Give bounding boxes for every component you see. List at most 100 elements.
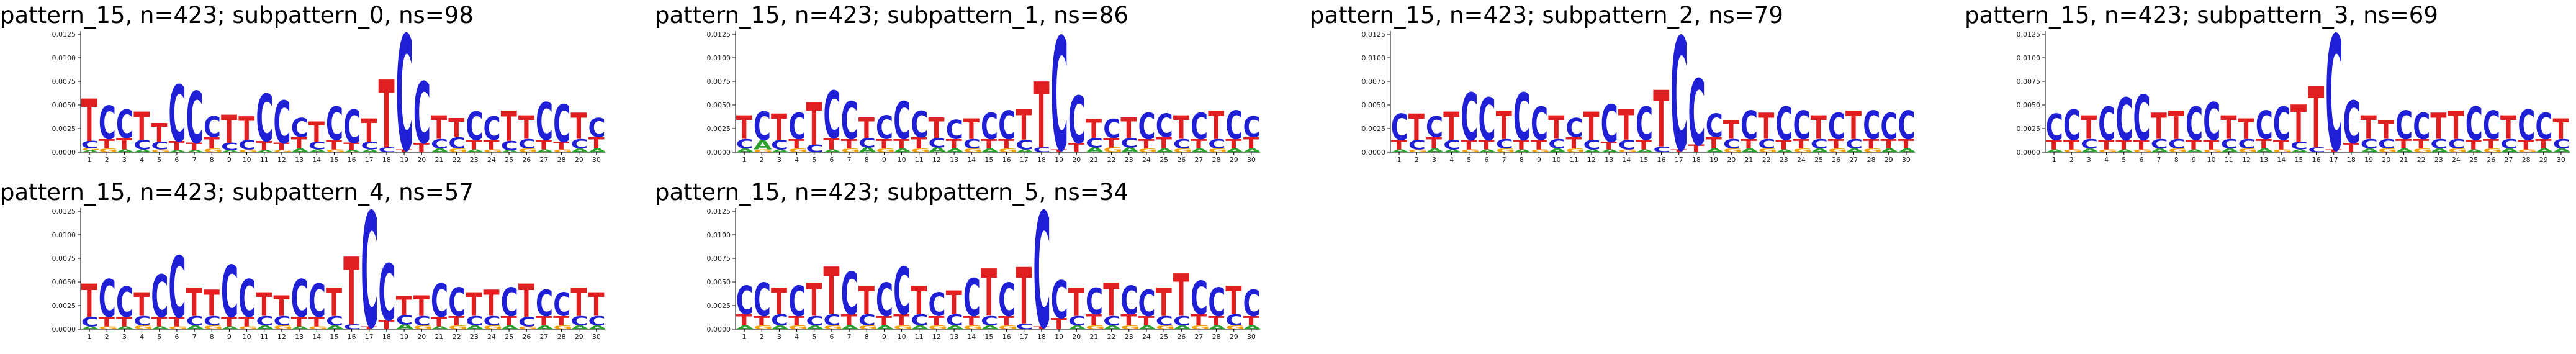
logo-letter-a: A bbox=[1601, 149, 1620, 153]
logo-letter-c: C bbox=[99, 97, 116, 150]
y-tick-label: 0.0000 bbox=[2017, 148, 2041, 157]
svg-text:C: C bbox=[169, 240, 186, 337]
svg-text:A: A bbox=[133, 149, 153, 153]
svg-text:C: C bbox=[221, 141, 238, 153]
svg-text:C: C bbox=[2273, 98, 2290, 151]
svg-text:G: G bbox=[151, 149, 170, 153]
logo-letter-c: C bbox=[2483, 104, 2500, 148]
svg-text:C: C bbox=[518, 137, 536, 152]
logo-letter-c: C bbox=[238, 270, 256, 329]
x-tick-label: 7 bbox=[847, 156, 852, 164]
logo-letter-c: C bbox=[221, 252, 238, 335]
logo-letter-g: G bbox=[204, 324, 223, 330]
logo-letter-a: A bbox=[1811, 147, 1829, 153]
logo-letter-a: A bbox=[151, 326, 170, 330]
svg-text:A: A bbox=[291, 326, 310, 330]
logo-letter-t: T bbox=[99, 314, 115, 329]
logo-letter-g: G bbox=[1191, 324, 1210, 330]
logo-letter-c: C bbox=[998, 104, 1016, 148]
logo-letter-t: T bbox=[1741, 137, 1757, 152]
logo-letter-t: T bbox=[1086, 311, 1102, 329]
logo-letter-a: A bbox=[1583, 149, 1603, 153]
logo-letter-t: T bbox=[2518, 137, 2534, 152]
y-tick-label: 0.0050 bbox=[2017, 101, 2041, 109]
svg-text:A: A bbox=[981, 147, 999, 153]
logo-letter-c: C bbox=[81, 139, 99, 151]
x-tick-label: 28 bbox=[1212, 333, 1221, 341]
logo-letter-c: C bbox=[274, 89, 291, 157]
svg-text:T: T bbox=[1723, 116, 1740, 145]
svg-text:C: C bbox=[2046, 106, 2063, 149]
logo-letter-t: T bbox=[1636, 137, 1652, 152]
svg-text:A: A bbox=[1243, 147, 1262, 153]
logo-letter-t: T bbox=[1173, 262, 1189, 330]
svg-text:A: A bbox=[893, 147, 912, 153]
logo-letter-t: T bbox=[326, 281, 343, 325]
svg-text:C: C bbox=[2535, 105, 2552, 148]
logo-letter-c: C bbox=[1156, 314, 1173, 329]
x-tick-label: 22 bbox=[453, 156, 461, 164]
logo-letter-c: C bbox=[518, 137, 536, 152]
svg-text:T: T bbox=[2483, 137, 2499, 152]
svg-text:T: T bbox=[841, 137, 857, 152]
logo-letter-c: C bbox=[929, 286, 946, 324]
logo-letter-c: C bbox=[911, 311, 928, 329]
x-tick-label: 8 bbox=[210, 156, 214, 164]
logo-letter-c: C bbox=[116, 279, 133, 327]
x-tick-label: 9 bbox=[227, 156, 232, 164]
svg-text:T: T bbox=[1548, 109, 1564, 147]
logo-letter-c: C bbox=[2361, 137, 2378, 152]
logo-letter-a: A bbox=[1898, 147, 1917, 153]
logo-letter-c: C bbox=[256, 81, 273, 157]
svg-text:A: A bbox=[2466, 149, 2485, 153]
svg-text:T: T bbox=[2553, 112, 2569, 145]
svg-text:C: C bbox=[858, 135, 876, 150]
logo-letter-a: A bbox=[308, 149, 328, 153]
svg-text:A: A bbox=[1391, 149, 1410, 153]
svg-text:T: T bbox=[2430, 105, 2446, 148]
x-tick-label: 21 bbox=[435, 156, 443, 164]
svg-text:T: T bbox=[1225, 279, 1242, 324]
svg-text:A: A bbox=[396, 323, 415, 330]
logo-letter-t: T bbox=[876, 314, 892, 329]
svg-text:T: T bbox=[1618, 102, 1634, 150]
logo-letter-t: T bbox=[204, 282, 220, 325]
logo-chart-svg: pattern_15, n=423; subpattern_0, ns=980.… bbox=[0, 2, 607, 177]
logo-chart-svg: pattern_15, n=423; subpattern_3, ns=690.… bbox=[1965, 2, 2572, 177]
x-tick-label: 7 bbox=[2157, 156, 2161, 164]
logo-letter-c: C bbox=[1173, 314, 1191, 329]
logo-letter-c: C bbox=[1513, 81, 1531, 156]
logo-letter-c: C bbox=[1461, 81, 1478, 156]
logo-letter-a: A bbox=[1173, 324, 1192, 330]
logo-letter-c: C bbox=[308, 275, 326, 328]
svg-text:T: T bbox=[2186, 137, 2202, 152]
logo-letter-c: C bbox=[771, 311, 788, 329]
logo-letter-g: G bbox=[911, 147, 930, 153]
svg-text:C: C bbox=[1741, 104, 1758, 148]
logo-letter-t: T bbox=[1531, 137, 1547, 152]
logo-letter-c: C bbox=[841, 92, 858, 152]
x-tick-label: 14 bbox=[967, 333, 976, 341]
svg-text:A: A bbox=[806, 324, 824, 330]
logo-letter-a: A bbox=[2361, 147, 2379, 153]
logo-letter-t: T bbox=[518, 275, 534, 328]
svg-text:T: T bbox=[1758, 105, 1774, 148]
svg-text:T: T bbox=[570, 105, 587, 148]
x-tick-label: 15 bbox=[330, 333, 338, 341]
svg-text:A: A bbox=[2151, 147, 2169, 153]
svg-text:C: C bbox=[133, 314, 151, 329]
svg-text:T: T bbox=[308, 314, 325, 329]
logo-letter-a: A bbox=[2081, 147, 2099, 153]
svg-text:C: C bbox=[2115, 86, 2133, 154]
logo-letter-t: T bbox=[501, 102, 517, 150]
logo-letter-c: C bbox=[1391, 106, 1408, 149]
svg-text:T: T bbox=[448, 114, 465, 143]
logo-letter-g: G bbox=[2133, 149, 2153, 153]
svg-text:A: A bbox=[501, 150, 520, 153]
svg-text:C: C bbox=[788, 278, 806, 325]
svg-text:T: T bbox=[588, 286, 605, 324]
logo-letter-t: T bbox=[448, 114, 465, 143]
svg-text:C: C bbox=[151, 263, 168, 331]
svg-text:T: T bbox=[501, 314, 517, 329]
logo-letter-t: T bbox=[841, 311, 857, 329]
